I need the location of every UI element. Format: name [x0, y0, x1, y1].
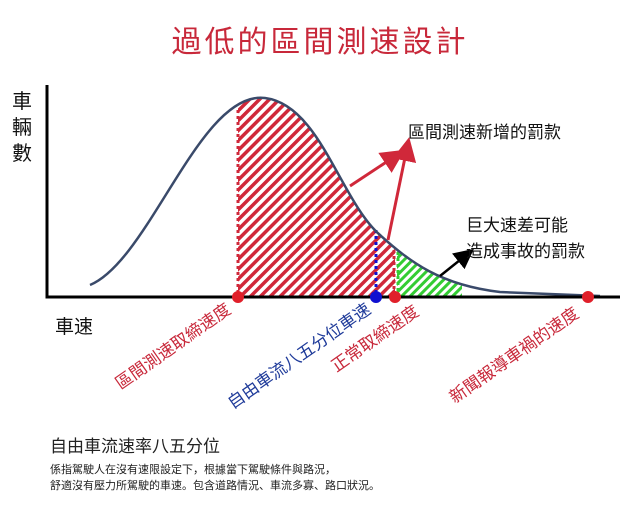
annotation-accident-fine-1: 巨大速差可能: [466, 216, 568, 236]
red-hatch-region: [238, 97, 395, 297]
marker-85th: [370, 291, 382, 303]
axes: [45, 85, 620, 299]
marker-label-normal-limit: 正常取締速度: [328, 302, 423, 377]
marker-label-section-limit: 區間測速取締速度: [112, 300, 235, 394]
y-label-char: 車: [12, 89, 32, 113]
note-heading: 自由車流速率八五分位: [50, 437, 220, 457]
distribution-curve: [89, 96, 601, 298]
arrow-3: [439, 248, 474, 277]
annotation-accident-fine-2: 造成事故的罰款: [466, 242, 585, 262]
marker-normal-limit: [389, 291, 401, 303]
marker-label-accident-speed: 新聞報導車禍的速度: [446, 304, 583, 408]
title: 過低的區間測速設計: [172, 25, 469, 60]
marker-section-limit: [232, 291, 244, 303]
note-line-2: 舒適沒有壓力所駕駛的車速。包含道路情況、車流多寡、路口狀況。: [50, 479, 380, 492]
y-axis-label: 車 輛 數: [12, 89, 32, 165]
x-axis-label: 車速: [55, 316, 93, 338]
y-label-char: 輛: [12, 115, 32, 139]
arrow-1: [349, 149, 406, 188]
hatched-regions: [238, 97, 462, 297]
annotation-new-fine: 區間測速新增的罰款: [408, 123, 561, 143]
y-label-char: 數: [12, 141, 32, 165]
note-line-1: 係指駕駛人在沒有速限設定下，根據當下駕駛條件與路況，: [50, 463, 336, 476]
marker-accident-speed: [582, 291, 594, 303]
arrow-2: [386, 137, 417, 241]
